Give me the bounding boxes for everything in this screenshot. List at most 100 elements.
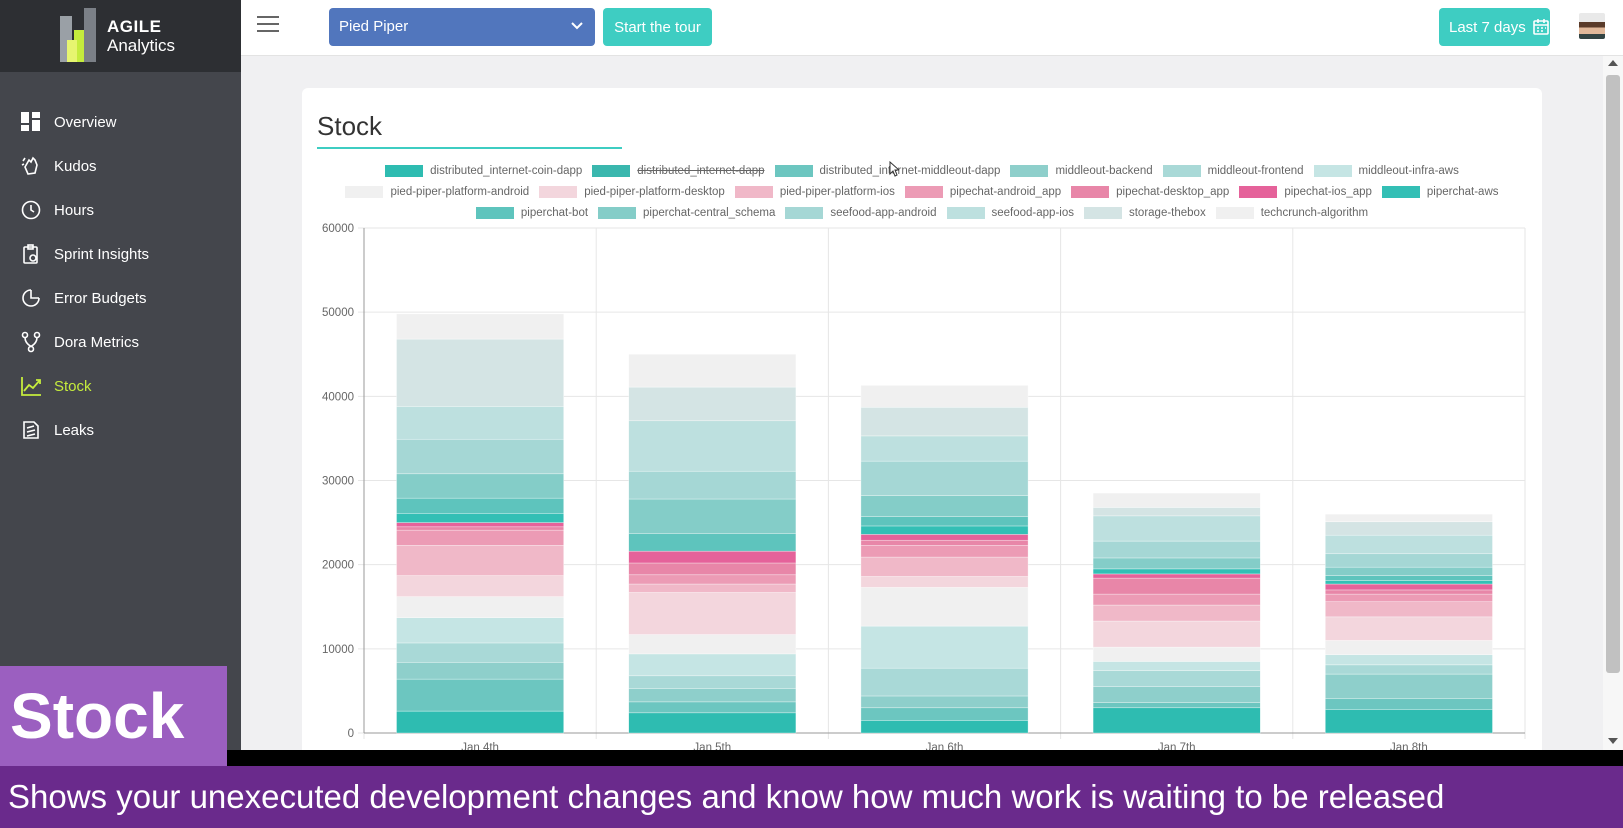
bar-segment [1092,686,1261,704]
bar-segment [1092,702,1261,709]
legend-item[interactable]: distributed_internet-dapp [592,164,765,177]
scroll-up-icon[interactable] [1608,60,1618,66]
legend-swatch [774,164,813,177]
legend-item[interactable]: pipechat-ios_app [1239,185,1372,198]
legend-label: storage-thebox [1128,206,1206,219]
bar-segment [396,642,564,663]
legend-item[interactable]: middleout-infra-aws [1313,164,1459,177]
sidebar-item-overview[interactable]: Overview [0,100,241,144]
bar-segment [396,522,564,528]
date-range-button[interactable]: Last 7 days [1439,8,1550,46]
bar-segment [1325,589,1493,595]
legend-item[interactable]: pied-piper-platform-desktop [539,185,725,198]
legend-label: distributed_internet-middleout-dapp [819,164,1001,177]
legend-item[interactable]: middleout-frontend [1162,164,1304,177]
sidebar-item-stock[interactable]: Stock [0,364,241,408]
logo-title: AGILE [107,17,162,36]
sidebar-item-leaks[interactable]: Leaks [0,408,241,452]
bar-segment [1092,620,1261,648]
bar-segment [628,712,797,734]
y-tick-label: 10000 [322,644,354,656]
bar-segment [628,498,797,534]
sidebar-item-error-budgets[interactable]: Error Budgets [0,276,241,320]
legend-swatch [385,164,424,177]
bar-segment [1325,709,1493,734]
legend-swatch [539,185,578,198]
bar-segment [1325,575,1493,581]
legend-label: pied-piper-platform-android [390,185,530,198]
bar-segment [1092,604,1261,622]
legend-swatch [946,206,985,219]
logo[interactable]: AGILE Analytics [0,0,241,72]
sidebar-item-hours[interactable]: Hours [0,188,241,232]
bar-segment [396,338,564,407]
clipboard-icon [23,244,38,264]
bar-segment [1092,568,1261,575]
sidebar-item-label: Hours [54,201,95,219]
legend-item[interactable]: techcrunch-algorithm [1215,206,1369,219]
bar-segment [628,675,797,689]
caption-divider [227,750,1623,766]
legend-item[interactable]: pied-piper-platform-ios [734,185,895,198]
bar-segment [1092,646,1261,662]
logo-subtitle: Analytics [107,36,176,55]
bar-segment [860,534,1029,541]
sidebar-item-label: Dora Metrics [54,333,140,351]
scroll-down-icon[interactable] [1608,738,1618,744]
legend-item[interactable]: seefood-app-android [785,206,937,219]
bar-segment [1325,580,1493,585]
sidebar-item-sprint-insights[interactable]: Sprint Insights [0,232,241,276]
avatar[interactable] [1579,13,1605,39]
legend-item[interactable]: storage-thebox [1083,206,1206,219]
bar-segment [396,497,564,514]
sidebar-item-label: Overview [54,113,117,131]
bar-segment [1325,593,1493,602]
y-tick-label: 30000 [322,476,354,488]
legend-item[interactable]: middleout-backend [1010,164,1153,177]
bar-segment [1092,573,1261,579]
bar-segment [396,513,564,523]
bar-segment [860,545,1029,558]
bar-segment [396,545,564,576]
legend-item[interactable]: piperchat-bot [475,206,588,219]
legend-item[interactable]: piperchat-aws [1381,185,1499,198]
legend-label: pipechat-ios_app [1284,185,1372,198]
legend-label: pipechat-desktop_app [1116,185,1230,198]
scrollbar-thumb[interactable] [1606,75,1620,673]
hamburger-menu-icon[interactable] [257,16,279,36]
bar-segment [860,495,1029,517]
bar-segment [860,516,1029,527]
clock-icon [21,200,41,220]
start-tour-button[interactable]: Start the tour [603,8,712,46]
legend-item[interactable]: distributed_internet-middleout-dapp [774,164,1001,177]
bar-segment [1092,707,1261,734]
legend-label: techcrunch-algorithm [1260,206,1369,219]
stock-badge: Stock [0,666,227,766]
legend-swatch [1313,164,1352,177]
legend-label: pied-piper-platform-desktop [584,185,725,198]
legend-item[interactable]: pipechat-desktop_app [1071,185,1230,198]
legend-item[interactable]: seefood-app-ios [946,206,1074,219]
legend-item[interactable]: pipechat-android_app [904,185,1062,198]
legend-item[interactable]: distributed_internet-coin-dapp [385,164,582,177]
bar-segment [396,473,564,499]
bar-segment [1325,566,1493,576]
branch-icon [21,331,41,353]
bar-segment [628,688,797,703]
legend-swatch [785,206,824,219]
legend-label: pipechat-android_app [949,185,1062,198]
sidebar-item-kudos[interactable]: Kudos [0,144,241,188]
logo-bars-icon [60,8,96,62]
sidebar-item-dora-metrics[interactable]: Dora Metrics [0,320,241,364]
bar-segment [1325,534,1493,555]
organization-select[interactable]: Pied Piper [329,8,595,46]
legend-label: piperchat-central_schema [643,206,776,219]
legend-item[interactable]: piperchat-central_schema [598,206,776,219]
organization-select-value: Pied Piper [339,18,409,35]
legend-row: distributed_internet-coin-dapp distribute… [302,160,1542,181]
bar-segment [1092,577,1261,595]
legend-row: piperchat-bot piperchat-central_schema see… [302,202,1542,223]
legend-swatch [1162,164,1201,177]
legend-item[interactable]: pied-piper-platform-android [345,185,530,198]
bar-segment [628,701,797,714]
